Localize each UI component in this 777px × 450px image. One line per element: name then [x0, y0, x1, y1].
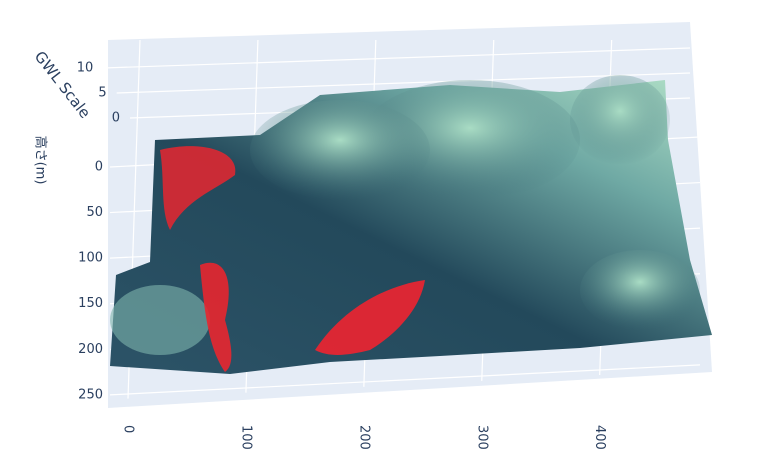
z-tick-label: 0 — [112, 111, 120, 126]
x-tick-label: 300 — [474, 425, 489, 450]
y-tick-label: 50 — [86, 205, 103, 220]
y-axis-title: 高さ(m) — [33, 136, 49, 185]
y-tick-label: 250 — [78, 387, 103, 402]
x-tick-label: 200 — [356, 425, 371, 450]
y-tick-label: 150 — [78, 296, 103, 311]
z-tick-label: 5 — [98, 86, 106, 101]
y-tick-label: 0 — [95, 160, 103, 175]
chart: GWL Scale 高さ(m) 010020030040005010015020… — [0, 0, 777, 450]
x-tick-label: 400 — [592, 425, 607, 450]
x-tick-label: 100 — [238, 425, 253, 450]
z-tick-label: 10 — [77, 61, 94, 76]
z-axis-title: GWL Scale — [31, 48, 94, 122]
x-tick-label: 0 — [121, 425, 136, 433]
y-tick-label: 100 — [78, 251, 103, 266]
y-tick-label: 200 — [78, 342, 103, 357]
